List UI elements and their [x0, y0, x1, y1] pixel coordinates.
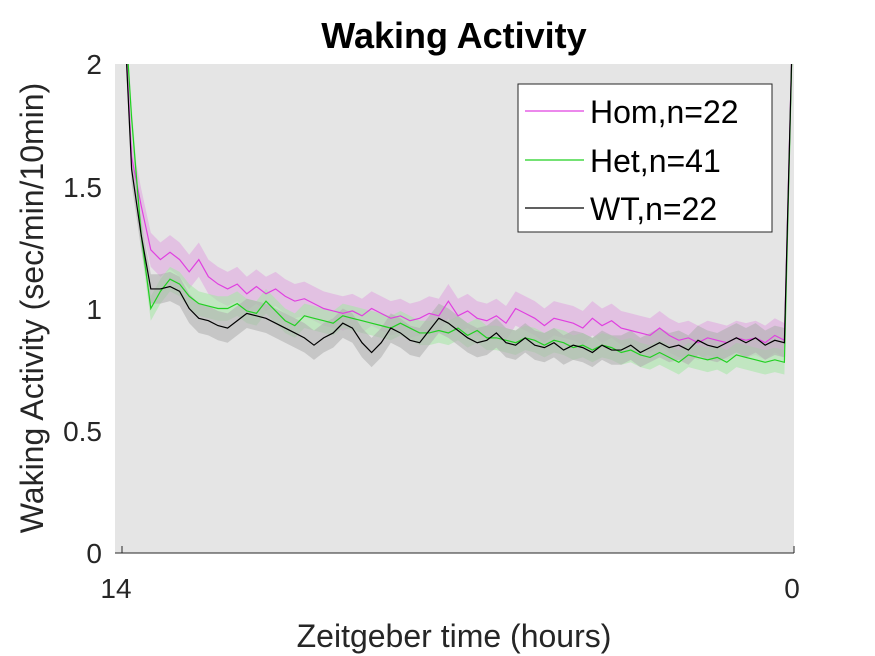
x-tick-label-0: 0 — [784, 573, 800, 604]
error-band-wt — [125, 64, 792, 368]
x-tick-label-14: 14 — [100, 573, 131, 604]
chart-title: Waking Activity — [321, 15, 586, 56]
legend-box — [517, 83, 773, 233]
y-tick-label-1: 1 — [86, 294, 102, 325]
y-axis-label: Waking Activity (sec/min/10min) — [14, 83, 50, 533]
legend: Hom,n=22 Het,n=41 WT,n=22 — [517, 83, 773, 233]
y-tick-label-0.5: 0.5 — [63, 416, 102, 447]
series-line-wt — [126, 64, 793, 354]
series-line-het — [127, 64, 793, 364]
error-band-hom — [126, 64, 792, 360]
y-tick-label-0: 0 — [86, 538, 102, 569]
y-tick-label-2: 2 — [86, 49, 102, 80]
series-line-hom — [126, 64, 793, 344]
y-tick-label-1.5: 1.5 — [63, 172, 102, 203]
legend-label-wt: WT,n=22 — [590, 191, 717, 227]
x-axis-label: Zeitgeber time (hours) — [297, 618, 612, 654]
legend-label-het: Het,n=41 — [590, 143, 721, 179]
legend-label-hom: Hom,n=22 — [590, 94, 739, 130]
